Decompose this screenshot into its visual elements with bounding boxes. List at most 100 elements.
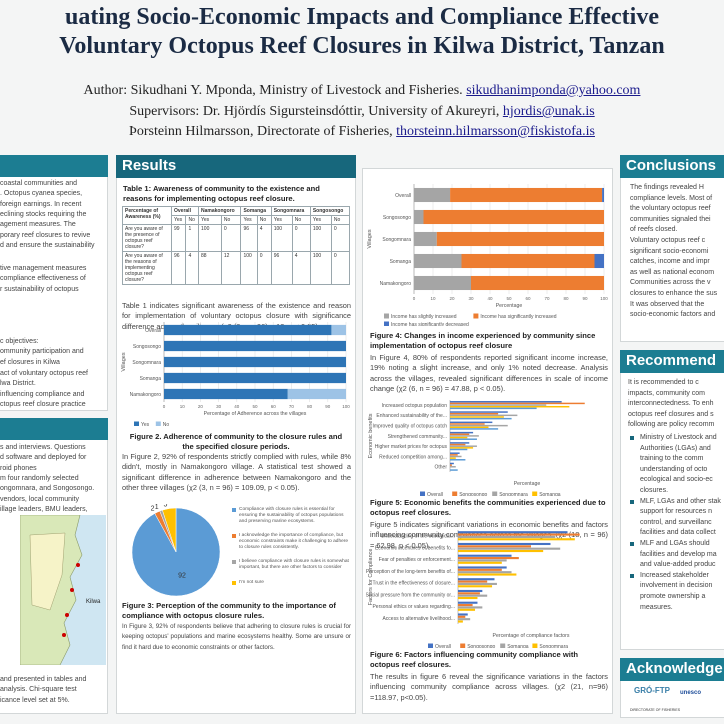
text-line: Communities across the v: [630, 279, 711, 287]
text-line: vendors, local community: [0, 495, 79, 503]
legend-label: Compliance with closure rules is essenti…: [239, 507, 344, 524]
text-line: ecological and socio-ec: [640, 476, 713, 484]
text-line: tive management measures: [0, 265, 87, 272]
conclusions-panel: [620, 155, 724, 342]
x-tick-label: 40: [487, 296, 493, 301]
paragraph: In Figure 2, 92% of respondents strictly…: [122, 452, 351, 493]
x-tick-label: 10: [180, 404, 186, 409]
site: [70, 588, 74, 592]
bar: [458, 606, 483, 609]
bar: [436, 231, 604, 247]
sub-header: No: [256, 215, 272, 225]
bar: [450, 469, 458, 471]
bar: [458, 585, 493, 588]
x-axis-label: Percentage: [496, 303, 523, 309]
legend-swatch: [420, 491, 425, 496]
legend-swatch: [232, 508, 236, 512]
column-header: Songosongo: [309, 206, 351, 216]
x-tick-label: 0: [163, 404, 166, 409]
text-line: Increased stakeholder: [640, 571, 709, 579]
cell: 12: [220, 251, 242, 285]
bar: [458, 582, 497, 585]
bar: [450, 442, 470, 444]
y-tick-label: Somanga: [140, 376, 162, 382]
bar: [450, 405, 570, 408]
bar: [458, 601, 478, 604]
bar: [164, 356, 346, 368]
bar: [458, 578, 495, 581]
bar: [450, 417, 512, 420]
bar: [450, 421, 493, 424]
bar: [414, 187, 451, 203]
table-row: Are you aware of the reasons of implemen…: [122, 251, 351, 285]
y-tick-label: Improved quality of octopus catch: [373, 424, 448, 430]
bar: [450, 447, 474, 449]
bar: [458, 542, 551, 546]
bar: [450, 428, 499, 430]
y-tick-label: Social pressure from the community or...: [366, 592, 455, 598]
site: [76, 563, 80, 567]
bar: [450, 459, 466, 461]
legend-label: Income has significantly decreased: [391, 322, 469, 326]
bar: [414, 231, 437, 247]
bar: [450, 443, 466, 446]
text-line: of reefs closed.: [630, 226, 678, 234]
text-line: Ministry of Livestock and: [640, 434, 717, 441]
bar: [458, 559, 507, 562]
y-tick-label: Overall: [145, 328, 161, 334]
y-tick-label: Somanga: [390, 259, 412, 265]
bar: [450, 412, 499, 415]
panel-header: Conclusions: [620, 155, 724, 178]
legend-label: Income has slightly increased: [391, 314, 457, 320]
bar: [414, 209, 424, 225]
legend-label: Income has significantly increased: [480, 314, 556, 320]
text-line: promote ownership a: [640, 593, 706, 600]
bar: [458, 561, 502, 564]
bar: [458, 538, 575, 541]
cell: 96: [170, 251, 187, 285]
x-tick-label: 80: [307, 404, 313, 409]
bar: [458, 613, 468, 616]
x-axis-label: Percentage of Adherence across the villa…: [204, 411, 307, 417]
table-row: Yes No Yes No Yes No Yes No Yes No: [123, 215, 351, 225]
text-line: support for resources n: [640, 508, 712, 516]
text-line: ommunity participation and: [0, 348, 84, 356]
legend-label: Overall: [427, 492, 443, 496]
bar: [450, 402, 585, 405]
text-line: the voluntary octopus reef: [630, 205, 711, 213]
cell: 100: [309, 251, 332, 285]
bar: [450, 436, 468, 439]
legend-swatch: [155, 421, 161, 426]
site: [62, 633, 66, 637]
y-tick-label: Trust in the effectiveness of closure...: [372, 581, 455, 587]
sub-header: Yes: [309, 215, 332, 225]
legend-label: I believe compliance with closure rules …: [239, 559, 349, 571]
bar: [602, 187, 604, 203]
sub-header: Yes: [170, 215, 187, 225]
y-tick-label: Overall: [395, 193, 411, 199]
panel-header: [0, 418, 108, 440]
bar: [164, 372, 346, 384]
text-line: illage leaders, BMU leaders,: [0, 505, 88, 513]
bar: [450, 414, 518, 417]
text-line: Authorities (LGAs) and: [640, 444, 711, 452]
bar: [450, 454, 458, 456]
legend-swatch: [452, 491, 458, 496]
text-line: act of voluntary octopus reef: [0, 370, 88, 377]
bar: [450, 455, 462, 458]
y-tick-label: Access to alternative livelihood...: [382, 616, 455, 622]
sub-header: No: [330, 215, 351, 225]
bar: [450, 411, 508, 413]
x-tick-label: 20: [198, 404, 204, 409]
legend-swatch: [384, 313, 389, 319]
bar: [450, 435, 479, 437]
sub-header: Yes: [240, 215, 258, 225]
y-tick-label: Reduced competition among...: [379, 454, 447, 460]
x-tick-label: 90: [325, 404, 331, 409]
panel-header: Results: [116, 155, 356, 178]
x-tick-label: 30: [468, 296, 474, 301]
bar: [458, 589, 483, 593]
bar: [164, 324, 332, 336]
left-panel: [0, 155, 108, 411]
bar: [414, 275, 471, 291]
